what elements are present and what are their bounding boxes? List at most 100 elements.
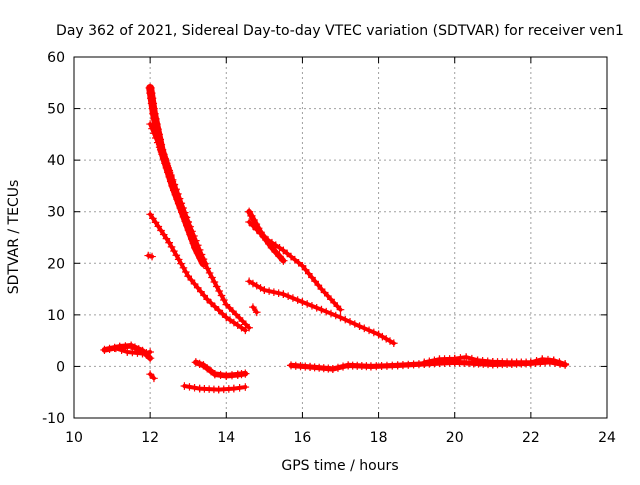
data-point-marker [275, 244, 284, 252]
data-point-marker [291, 255, 299, 264]
data-point-marker [336, 305, 345, 314]
data-point-marker [149, 109, 159, 119]
data-point-marker [147, 98, 158, 109]
data-point-marker [370, 328, 378, 337]
data-point-marker [256, 284, 265, 292]
data-point-marker [208, 273, 216, 282]
series-band [148, 212, 248, 333]
series-band [250, 305, 259, 315]
data-point-marker [365, 326, 373, 335]
x-tick-label: 22 [522, 430, 540, 446]
data-point-marker [274, 289, 283, 297]
data-point-marker [197, 250, 206, 259]
x-axis-label: GPS time / hours [281, 458, 398, 474]
data-point-marker [146, 210, 154, 219]
data-point-marker [264, 236, 272, 244]
data-point-marker [159, 152, 168, 161]
data-point-marker [150, 129, 158, 138]
series-arc-f [146, 370, 158, 383]
series-arc-j [245, 207, 288, 265]
data-point-marker [167, 243, 176, 251]
data-point-marker [216, 370, 225, 380]
series-band [148, 372, 156, 381]
y-tick-label: 0 [56, 359, 65, 375]
data-point-marker [205, 269, 214, 277]
data-point-marker [197, 287, 205, 296]
data-point-marker [130, 343, 140, 352]
data-point-marker [203, 295, 212, 304]
data-point-marker [252, 308, 261, 317]
data-point-marker [207, 299, 215, 307]
series-band [247, 220, 343, 312]
data-point-marker [241, 383, 250, 391]
chart-title: Day 362 of 2021, Sidereal Day-to-day VTE… [56, 23, 624, 39]
y-tick-label: -10 [42, 411, 65, 427]
data-point-marker [232, 310, 240, 319]
y-axis-label: SDTVAR / TECUs [6, 180, 22, 295]
data-point-marker [190, 280, 199, 288]
data-point-marker [270, 288, 278, 296]
data-point-marker [146, 120, 154, 128]
data-point-marker [167, 171, 175, 179]
data-point-marker [151, 218, 160, 227]
x-tick-label: 24 [598, 430, 616, 446]
data-point-marker [294, 258, 303, 267]
data-point-marker [314, 281, 323, 290]
data-point-marker [271, 241, 280, 250]
data-point-marker [142, 348, 151, 357]
data-point-marker [549, 356, 558, 365]
data-point-marker [157, 148, 166, 156]
data-point-marker [172, 251, 181, 260]
data-point-marker [117, 346, 126, 354]
data-point-marker [320, 288, 329, 297]
x-tick-label: 16 [294, 430, 312, 446]
data-point-marker [195, 246, 204, 254]
data-point-marker [527, 358, 535, 367]
data-point-marker [271, 247, 280, 257]
data-point-marker [336, 313, 345, 322]
data-point-marker [155, 143, 164, 152]
data-point-marker [174, 190, 182, 198]
data-point-marker [195, 359, 204, 368]
data-point-marker [249, 279, 257, 288]
data-point-marker [238, 317, 247, 325]
data-point-marker [149, 214, 157, 223]
data-point-marker [184, 218, 193, 226]
data-point-marker [338, 362, 348, 371]
data-point-marker [331, 311, 340, 320]
data-point-marker [561, 360, 569, 368]
data-point-marker [146, 370, 154, 378]
data-point-marker [245, 323, 253, 332]
data-point-marker [185, 383, 194, 391]
data-point-marker [450, 354, 459, 363]
series-arc-d [146, 210, 250, 335]
data-point-marker [126, 341, 136, 350]
data-point-marker [165, 238, 173, 247]
data-point-marker [168, 176, 177, 184]
data-point-marker [374, 330, 383, 339]
data-point-marker [268, 238, 276, 247]
data-point-marker [333, 363, 343, 372]
data-point-marker [249, 222, 257, 230]
data-point-marker [211, 302, 219, 311]
x-tick-label: 18 [370, 430, 388, 446]
data-point-marker [187, 276, 196, 284]
data-point-marker [298, 298, 307, 306]
data-point-marker [222, 313, 231, 322]
data-point-marker [279, 256, 288, 265]
data-point-marker [390, 339, 398, 348]
data-point-marker [144, 251, 153, 260]
series-arc-g [144, 251, 156, 261]
data-point-marker [230, 384, 238, 393]
data-point-marker [346, 318, 354, 326]
data-point-marker [245, 218, 253, 226]
data-point-marker [456, 354, 465, 362]
data-point-marker [170, 247, 178, 255]
data-point-marker [154, 222, 163, 231]
data-point-marker [311, 277, 319, 286]
data-point-marker [100, 345, 109, 355]
data-point-marker [293, 296, 302, 304]
data-point-marker [430, 356, 439, 365]
data-point-marker [220, 296, 228, 304]
data-point-marker [532, 356, 541, 365]
